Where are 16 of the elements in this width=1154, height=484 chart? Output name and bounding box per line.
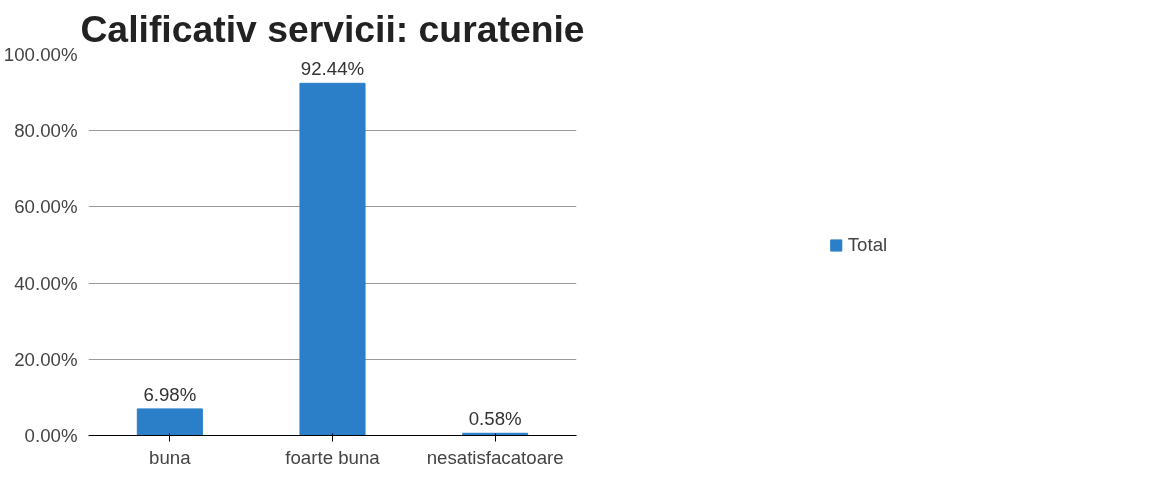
y-tick-label: 60.00%	[14, 196, 78, 218]
text: 92.44%	[300, 58, 365, 80]
y-tick-label: 80.00%	[14, 120, 78, 142]
y-tick-label: 0.00%	[24, 425, 78, 446]
legend-label: Total	[847, 233, 888, 256]
y-tick-label: 40.00%	[14, 272, 78, 294]
y-tick-label: 100.00%	[3, 44, 78, 65]
x-tick-label: buna	[149, 446, 192, 468]
text: 0.58%	[468, 408, 522, 430]
x-tick-label: foarte buna	[285, 446, 381, 468]
chart-title: Calificativ servicii: curatenie	[80, 7, 585, 50]
y-tick-label: 20.00%	[14, 348, 78, 370]
bar	[136, 408, 203, 436]
x-tick-label: nesatisfacatoare	[426, 446, 564, 468]
bar	[299, 82, 366, 436]
text: 6.98%	[143, 383, 197, 405]
